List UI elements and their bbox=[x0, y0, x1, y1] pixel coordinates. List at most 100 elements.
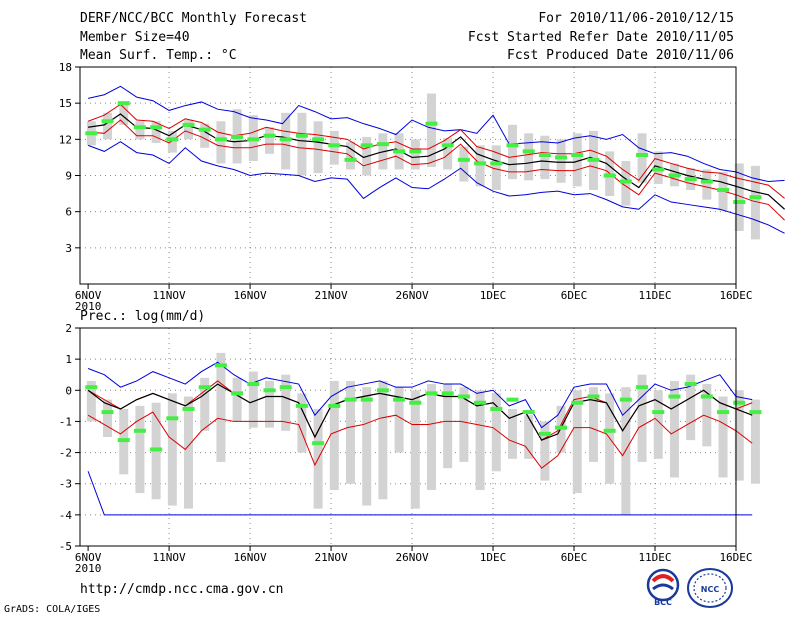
prec-xtick-label: 16NOV bbox=[234, 551, 267, 564]
prec-median-marker bbox=[117, 438, 130, 443]
temp-median-marker bbox=[700, 179, 713, 184]
temp-xtick-label: 11DEC bbox=[638, 289, 671, 302]
prec-median-marker bbox=[85, 385, 98, 390]
prec-ytick-label: -2 bbox=[59, 447, 72, 460]
prec-xtick-label: 6NOV bbox=[75, 551, 102, 564]
prec-median-marker bbox=[571, 400, 584, 405]
temp-xtick-label: 2010 bbox=[75, 300, 102, 313]
source-url[interactable]: http://cmdp.ncc.cma.gov.cn bbox=[80, 582, 284, 597]
prec-median-marker bbox=[376, 388, 389, 393]
prec-median-marker bbox=[198, 385, 211, 390]
prec-median-marker bbox=[555, 425, 568, 430]
ncc-logo: NCC bbox=[687, 568, 733, 608]
temp-median-marker bbox=[538, 153, 551, 158]
prec-box bbox=[540, 421, 550, 481]
prec-box bbox=[443, 384, 453, 469]
prec-median-marker bbox=[652, 410, 665, 415]
temp-median-marker bbox=[571, 153, 584, 158]
prec-median-marker bbox=[247, 382, 260, 387]
temp-ytick-label: 6 bbox=[65, 206, 72, 219]
bcc-logo-text: BCC bbox=[654, 598, 672, 607]
temp-upper-line bbox=[87, 103, 785, 199]
prec-median-marker bbox=[700, 394, 713, 399]
prec-median-marker bbox=[409, 400, 422, 405]
temp-ytick-label: 18 bbox=[59, 61, 72, 74]
temp-ytick-label: 3 bbox=[65, 242, 72, 255]
temp-median-marker bbox=[360, 143, 373, 148]
temp-median-marker bbox=[344, 157, 357, 162]
prec-median-marker bbox=[717, 410, 730, 415]
temp-xtick-label: 16NOV bbox=[234, 289, 267, 302]
prec-median-marker bbox=[490, 406, 503, 411]
temp-min-line bbox=[87, 141, 785, 234]
temp-box bbox=[556, 139, 566, 183]
prec-max-line bbox=[87, 361, 753, 429]
prec-label: Prec.: log(mm/d) bbox=[80, 309, 206, 324]
temp-median-marker bbox=[506, 143, 519, 148]
prec-box bbox=[524, 415, 534, 459]
prec-median-marker bbox=[538, 431, 551, 436]
temp-max-line bbox=[87, 85, 785, 183]
temp-median-marker bbox=[619, 179, 632, 184]
temp-box bbox=[459, 146, 469, 182]
temp-box bbox=[313, 121, 323, 174]
prec-box bbox=[588, 387, 598, 462]
prec-box bbox=[394, 387, 404, 453]
temp-median-marker bbox=[522, 149, 535, 154]
temp-box bbox=[524, 133, 534, 181]
prec-box bbox=[475, 390, 485, 490]
prec-ytick-label: 0 bbox=[65, 384, 72, 397]
temp-median-marker bbox=[312, 137, 325, 142]
temp-box bbox=[265, 127, 275, 154]
prec-ytick-label: -3 bbox=[59, 478, 72, 491]
produced-date: Fcst Produced Date 2010/11/06 bbox=[507, 48, 734, 63]
temp-median-marker bbox=[587, 157, 600, 162]
prec-xtick-label: 6DEC bbox=[561, 551, 588, 564]
prec-median-marker bbox=[522, 410, 535, 415]
prec-median-marker bbox=[393, 397, 406, 402]
prec-box bbox=[637, 374, 647, 462]
temp-box bbox=[329, 130, 339, 165]
temp-median-marker bbox=[603, 173, 616, 178]
prec-median-marker bbox=[733, 400, 746, 405]
prec-median-marker bbox=[231, 391, 244, 396]
temp-median-marker bbox=[474, 161, 487, 166]
prec-box bbox=[232, 377, 242, 422]
prec-box bbox=[135, 405, 145, 494]
prec-median-marker bbox=[328, 403, 341, 408]
temp-box bbox=[119, 103, 129, 125]
prec-xtick-label: 2010 bbox=[75, 562, 102, 575]
temp-box bbox=[103, 112, 113, 140]
temp-box bbox=[443, 138, 453, 170]
prec-box bbox=[426, 384, 436, 490]
temp-box bbox=[507, 124, 517, 180]
temp-box bbox=[167, 130, 177, 153]
prec-median-marker bbox=[441, 391, 454, 396]
prec-median-marker bbox=[279, 385, 292, 390]
temp-median-marker bbox=[117, 101, 130, 106]
started-date: Fcst Started Refer Date 2010/11/05 bbox=[467, 30, 734, 45]
prec-xtick-label: 1DEC bbox=[480, 551, 507, 564]
temp-xtick-label: 6DEC bbox=[561, 289, 588, 302]
prec-mean-line bbox=[87, 383, 753, 441]
temp-median-marker bbox=[393, 149, 406, 154]
temp-median-marker bbox=[214, 137, 227, 142]
temp-median-marker bbox=[263, 133, 276, 138]
prec-median-marker bbox=[263, 388, 276, 393]
temp-xtick-label: 1DEC bbox=[480, 289, 507, 302]
temp-median-marker bbox=[231, 134, 244, 139]
prec-median-marker bbox=[587, 394, 600, 399]
temp-xtick-label: 26NOV bbox=[395, 289, 428, 302]
temp-median-marker bbox=[441, 143, 454, 148]
grads-credit: GrADS: COLA/IGES bbox=[4, 604, 101, 615]
prec-box bbox=[184, 396, 194, 509]
temp-median-marker bbox=[490, 161, 503, 166]
prec-box bbox=[572, 390, 582, 494]
temp-box bbox=[200, 123, 210, 148]
prec-box bbox=[265, 380, 275, 428]
prec-ytick-label: -4 bbox=[59, 509, 73, 522]
prec-min-line bbox=[87, 471, 753, 516]
prec-lower-line bbox=[87, 411, 753, 469]
